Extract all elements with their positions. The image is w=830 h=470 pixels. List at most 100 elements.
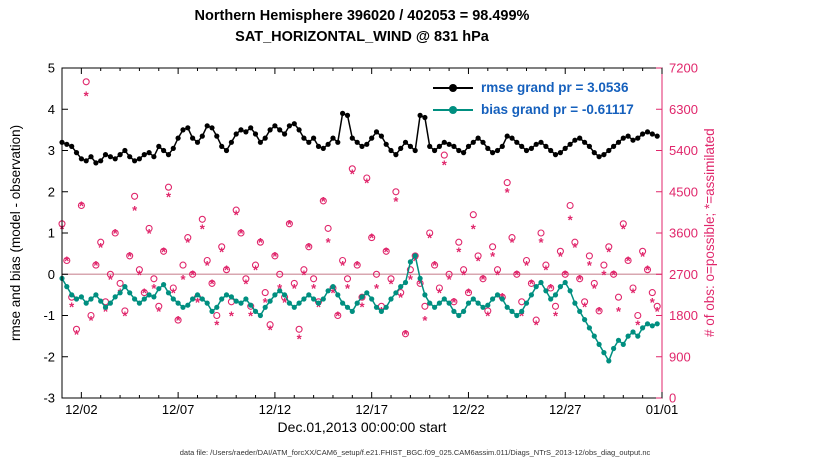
svg-text:*: *: [563, 267, 569, 282]
svg-text:*: *: [485, 309, 491, 324]
svg-text:*: *: [355, 258, 361, 273]
svg-text:*: *: [180, 272, 186, 287]
svg-text:*: *: [108, 272, 114, 287]
svg-text:2700: 2700: [669, 267, 698, 282]
svg-text:5: 5: [48, 61, 55, 76]
svg-text:*: *: [422, 313, 428, 328]
svg-text:*: *: [113, 226, 119, 241]
svg-text:*: *: [132, 203, 138, 218]
svg-text:*: *: [466, 286, 472, 301]
svg-text:*: *: [282, 295, 288, 310]
svg-text:*: *: [490, 249, 496, 264]
legend-item-bias: bias grand pr = -0.61117: [432, 100, 634, 119]
svg-text:*: *: [568, 212, 574, 227]
svg-text:*: *: [393, 194, 399, 209]
svg-text:*: *: [476, 254, 482, 269]
svg-text:*: *: [388, 276, 394, 291]
svg-text:*: *: [306, 240, 312, 255]
svg-text:*: *: [534, 318, 540, 333]
svg-text:*: *: [374, 281, 380, 296]
svg-text:3: 3: [48, 143, 55, 158]
svg-text:*: *: [238, 226, 244, 241]
svg-text:*: *: [190, 267, 196, 282]
svg-text:*: *: [480, 272, 486, 287]
svg-text:*: *: [234, 208, 240, 223]
svg-text:*: *: [214, 318, 220, 333]
svg-text:2: 2: [48, 184, 55, 199]
svg-text:*: *: [69, 299, 75, 314]
svg-text:*: *: [292, 281, 298, 296]
svg-text:*: *: [635, 318, 641, 333]
svg-text:*: *: [558, 249, 564, 264]
svg-text:0: 0: [48, 267, 55, 282]
data-file-caption: data file: /Users/raeder/DAI/ATM_forcXX/…: [179, 448, 651, 457]
svg-text:*: *: [359, 299, 365, 314]
svg-text:*: *: [495, 267, 501, 282]
svg-text:*: *: [176, 313, 182, 328]
svg-text:*: *: [205, 258, 211, 273]
svg-text:*: *: [447, 272, 453, 287]
svg-text:*: *: [543, 263, 549, 278]
svg-text:*: *: [243, 276, 249, 291]
svg-text:6300: 6300: [669, 102, 698, 117]
x-axis-label: Dec.01,2013 00:00:00 start: [277, 419, 447, 435]
svg-text:01/01: 01/01: [646, 402, 679, 417]
svg-text:*: *: [156, 304, 162, 319]
svg-text:*: *: [330, 286, 336, 301]
svg-text:*: *: [345, 281, 351, 296]
svg-text:*: *: [287, 217, 293, 232]
svg-text:4: 4: [48, 102, 55, 117]
svg-text:-3: -3: [43, 391, 55, 406]
svg-text:*: *: [258, 235, 264, 250]
svg-text:*: *: [606, 244, 612, 259]
svg-text:*: *: [326, 235, 332, 250]
svg-text:*: *: [268, 322, 274, 337]
svg-text:*: *: [437, 286, 443, 301]
svg-text:*: *: [645, 263, 651, 278]
svg-text:-2: -2: [43, 349, 55, 364]
svg-text:*: *: [553, 309, 559, 324]
svg-text:0: 0: [669, 391, 676, 406]
svg-text:*: *: [74, 327, 80, 342]
svg-text:*: *: [263, 295, 269, 310]
svg-text:*: *: [122, 309, 128, 324]
svg-text:*: *: [611, 267, 617, 282]
svg-text:*: *: [587, 258, 593, 273]
svg-text:*: *: [321, 194, 327, 209]
svg-text:*: *: [253, 263, 259, 278]
svg-text:*: *: [200, 221, 206, 236]
svg-text:1: 1: [48, 226, 55, 241]
chart-title-line2: SAT_HORIZONTAL_WIND @ 831 hPa: [235, 29, 489, 45]
svg-text:*: *: [398, 290, 404, 305]
svg-text:*: *: [161, 244, 167, 259]
obs-assimilated-scatter: * * * * * * * * * * * * * * * * * * * * * * * * * * * * * * * * * * * * * * * *…: [59, 89, 660, 347]
svg-text:*: *: [461, 267, 467, 282]
svg-text:*: *: [142, 286, 148, 301]
svg-text:7200: 7200: [669, 61, 698, 76]
svg-text:*: *: [151, 281, 157, 296]
svg-text:*: *: [509, 235, 515, 250]
svg-text:*: *: [427, 231, 433, 246]
svg-text:*: *: [514, 267, 520, 282]
svg-text:*: *: [272, 249, 278, 264]
svg-text:12/02: 12/02: [65, 402, 98, 417]
svg-text:5400: 5400: [669, 143, 698, 158]
legend-label-bias: bias grand pr = -0.61117: [481, 102, 634, 117]
rmse-line-marker-icon: [433, 83, 473, 92]
svg-text:12/07: 12/07: [162, 402, 195, 417]
svg-text:*: *: [640, 249, 646, 264]
svg-text:*: *: [195, 295, 201, 310]
svg-text:3600: 3600: [669, 226, 698, 241]
svg-text:*: *: [524, 258, 530, 273]
svg-text:*: *: [592, 281, 598, 296]
svg-text:*: *: [98, 240, 104, 255]
svg-text:12/12: 12/12: [259, 402, 292, 417]
svg-text:*: *: [601, 267, 607, 282]
svg-text:*: *: [519, 309, 525, 324]
svg-text:-1: -1: [43, 308, 55, 323]
svg-text:12/17: 12/17: [355, 402, 388, 417]
svg-text:*: *: [335, 309, 341, 324]
svg-text:*: *: [538, 235, 544, 250]
